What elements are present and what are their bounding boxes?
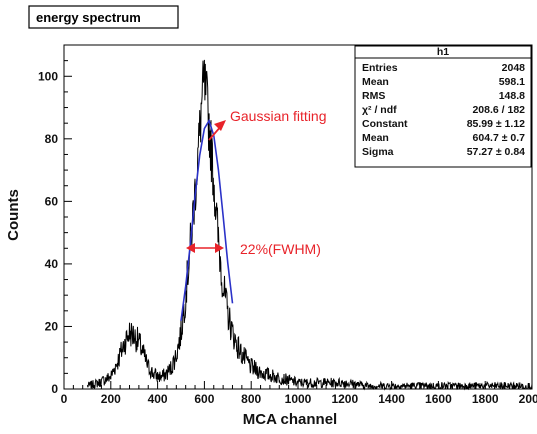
stats-value-fit-mean: 604.7 ± 0.7 — [473, 132, 526, 144]
x-tick-label: 400 — [148, 392, 168, 406]
series-gaussian-fit-line — [180, 118, 234, 321]
x-tick-label: 0 — [61, 392, 68, 406]
stats-box-title: h1 — [437, 46, 449, 58]
stats-box-frame — [354, 45, 532, 168]
annotation-fwhm: 22%(FWHM) — [186, 241, 321, 257]
y-tick-label: 60 — [45, 194, 59, 208]
series-layer — [86, 59, 533, 391]
y-tick-label: 80 — [45, 132, 59, 146]
stats-value-chi2: 208.6 / 182 — [472, 104, 525, 116]
stats-value-entries: 2048 — [502, 62, 526, 74]
x-tick-label: 800 — [241, 392, 261, 406]
gaussian-fitting-label: Gaussian fitting — [230, 108, 327, 124]
fwhm-arrow-left-head — [186, 243, 195, 253]
stats-label-mean: Mean — [362, 76, 389, 88]
x-tick-label: 1200 — [331, 392, 358, 406]
x-axis-title: MCA channel — [243, 411, 337, 428]
annotation-gaussian-fitting: Gaussian fitting — [208, 108, 327, 141]
x-tick-label: 200 — [101, 392, 121, 406]
x-tick-label: 600 — [194, 392, 214, 406]
stats-box: h1 Entries 2048 Mean 598.1 RMS 148.8 χ² … — [354, 45, 532, 168]
stats-label-constant: Constant — [362, 118, 408, 130]
stats-label-sigma: Sigma — [362, 146, 394, 158]
chart-title-box — [28, 5, 179, 29]
stats-value-mean: 598.1 — [499, 76, 525, 88]
chart-title: energy spectrum — [36, 10, 141, 25]
stats-label-rms: RMS — [362, 90, 385, 102]
gaussian-arrow-head — [214, 120, 226, 131]
fwhm-label: 22%(FWHM) — [240, 241, 321, 257]
x-tick-label: 1000 — [285, 392, 312, 406]
x-tick-label: 1800 — [472, 392, 499, 406]
stats-label-entries: Entries — [362, 62, 398, 74]
y-tick-label: 40 — [45, 257, 59, 271]
stats-label-fit-mean: Mean — [362, 132, 389, 144]
y-tick-label: 20 — [45, 319, 59, 333]
x-tick-label: 1400 — [378, 392, 405, 406]
fwhm-arrow-right-head — [215, 243, 224, 253]
stats-value-rms: 148.8 — [499, 90, 525, 102]
stats-value-sigma: 57.27 ± 0.84 — [467, 146, 525, 158]
y-tick-label: 100 — [38, 69, 58, 83]
stats-label-chi2: χ² / ndf — [362, 104, 397, 116]
series-spectrum-line — [86, 59, 533, 391]
x-tick-label: 1600 — [425, 392, 452, 406]
y-tick-label: 0 — [51, 382, 58, 396]
stats-value-constant: 85.99 ± 1.12 — [467, 118, 525, 130]
y-axis-title: Counts — [5, 189, 22, 241]
